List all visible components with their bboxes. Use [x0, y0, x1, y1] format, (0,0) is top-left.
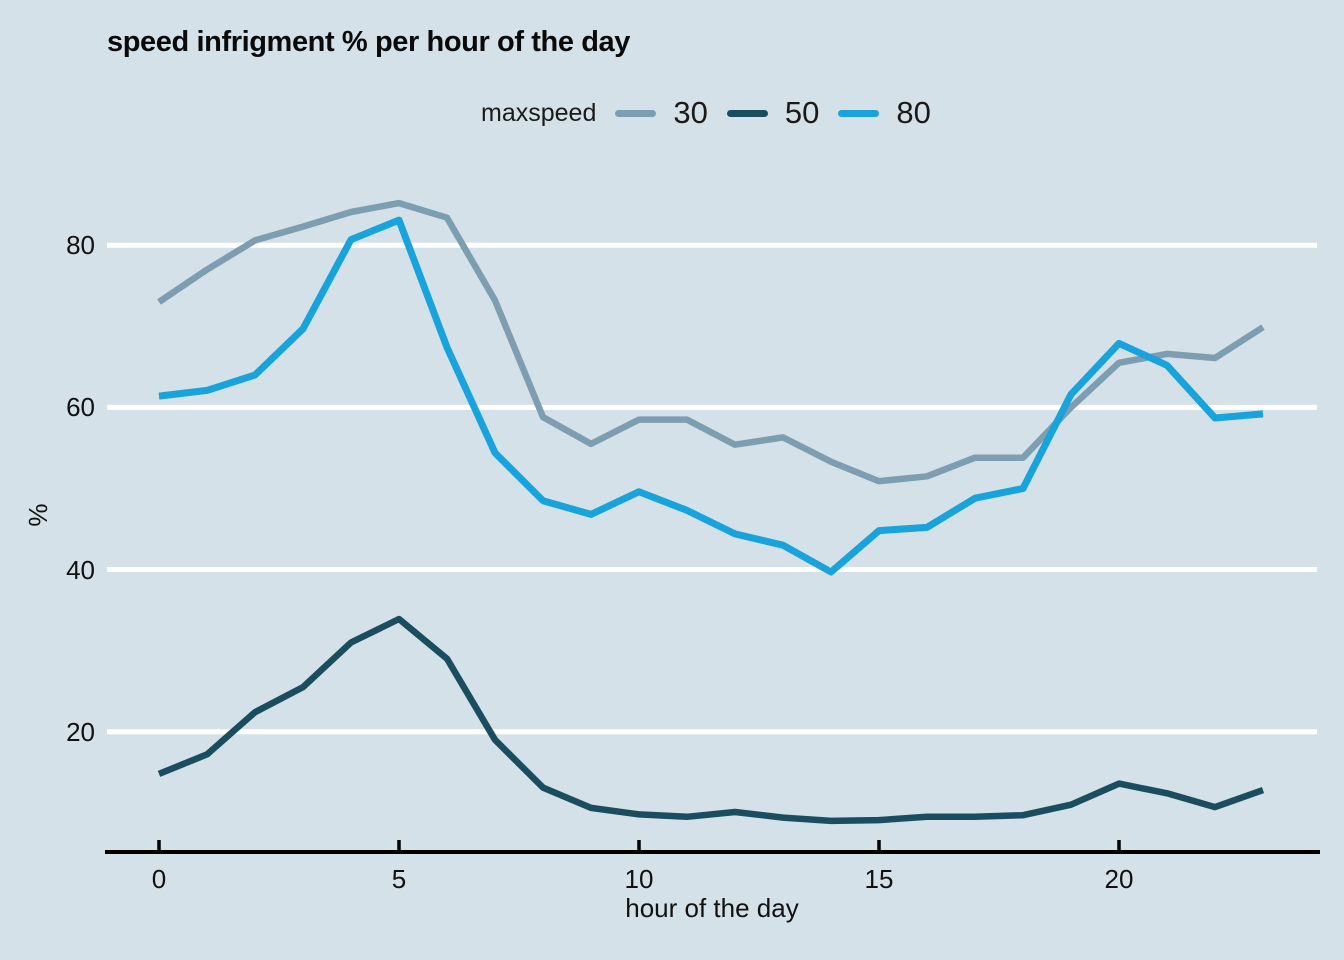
legend-label-30: 30 — [673, 95, 708, 130]
legend-item-30: 30 — [615, 95, 708, 131]
legend-item-50: 50 — [726, 95, 820, 131]
x-tick-label-10: 10 — [624, 864, 654, 894]
chart-title: speed infrigment % per hour of the day — [107, 26, 630, 58]
y-tick-label-20: 20 — [66, 716, 95, 747]
x-axis-label: hour of the day — [625, 893, 799, 923]
legend-title: maxspeed — [481, 98, 597, 127]
x-tick-label-15: 15 — [864, 864, 894, 894]
y-tick-label-80: 80 — [66, 230, 95, 261]
legend-swatch-80 — [838, 109, 880, 117]
y-axis-label: % — [22, 503, 53, 527]
series-line-50 — [157, 615, 1265, 825]
legend-label-50: 50 — [784, 95, 820, 130]
series-line-30 — [157, 199, 1265, 485]
x-tick-label-5: 5 — [391, 864, 407, 894]
x-tick-label-0: 0 — [151, 864, 167, 894]
x-tick-label-20: 20 — [1104, 864, 1134, 894]
legend-swatch-50 — [726, 109, 768, 117]
y-tick-label-40: 40 — [66, 554, 95, 585]
legend: maxspeed 30 50 80 — [481, 92, 931, 134]
y-tick-label-60: 60 — [66, 392, 95, 423]
legend-item-80: 80 — [838, 95, 931, 131]
series-line-80 — [158, 216, 1264, 576]
legend-label-80: 80 — [896, 95, 931, 130]
legend-swatch-30 — [615, 109, 657, 117]
